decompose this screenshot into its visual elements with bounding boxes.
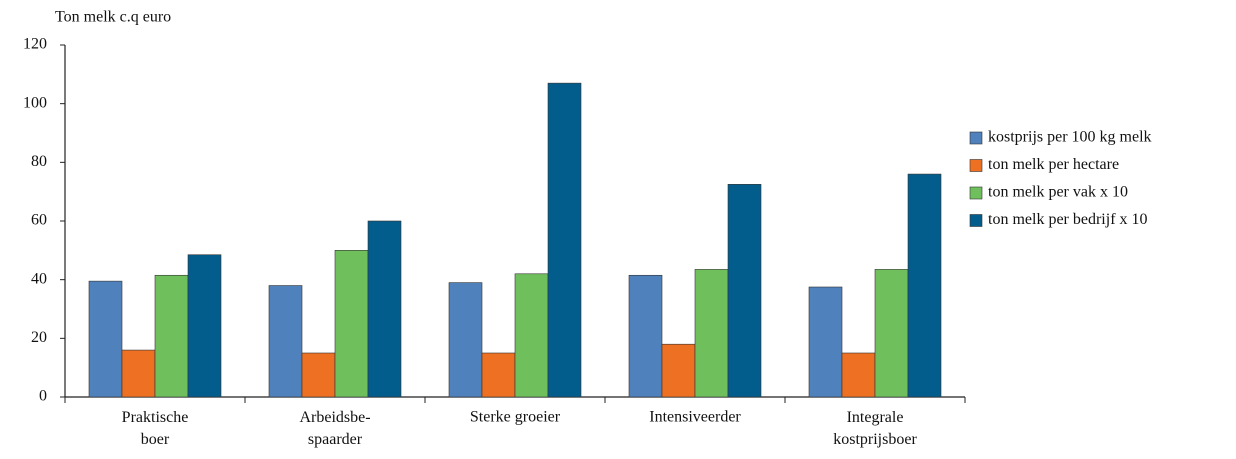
y-tick-label: 60: [31, 212, 47, 229]
x-tick-label: Intensiveerder: [649, 409, 741, 426]
bar: [547, 82, 582, 398]
bar: [334, 250, 369, 398]
bar: [481, 352, 516, 398]
bar: [88, 280, 123, 398]
y-tick-label: 80: [31, 153, 47, 170]
legend-swatch: [969, 186, 983, 200]
bar: [187, 254, 222, 398]
y-tick-label: 20: [31, 329, 47, 346]
bar: [367, 220, 402, 398]
y-tick-label: 0: [39, 388, 47, 405]
bar: [808, 286, 843, 398]
bar: [301, 352, 336, 398]
bar: [268, 285, 303, 398]
legend-swatch: [969, 214, 983, 227]
legend-label: ton melk per hectare: [988, 156, 1119, 173]
bar: [121, 349, 156, 398]
y-tick-label: 100: [23, 94, 47, 111]
x-tick-label: Arbeidsbe-spaarder: [299, 409, 370, 448]
y-tick-label: 40: [31, 270, 47, 287]
x-tick-label: Praktische boer: [122, 409, 189, 448]
y-tick-label: 120: [23, 36, 47, 53]
legend-swatch: [969, 131, 983, 145]
chart-title: Ton melk c.q euro: [55, 9, 171, 26]
legend-label: ton melk per bedrijf x 10: [988, 211, 1148, 228]
bar: [154, 274, 189, 398]
legend-label: ton melk per vak x 10: [988, 184, 1128, 201]
legend-swatch: [969, 159, 983, 172]
bar: [907, 173, 942, 398]
bar: [727, 184, 762, 398]
x-tick-label: Sterke groeier: [470, 409, 561, 426]
bar: [694, 269, 729, 398]
bar: [841, 352, 876, 398]
bar: [514, 273, 549, 398]
bar: [874, 269, 909, 398]
bar: [661, 343, 696, 398]
x-tick-label: Integrale kostprijsboer: [833, 409, 917, 448]
legend-label: kostprijs per 100 kg melk: [988, 129, 1152, 146]
bar: [628, 274, 663, 398]
bar: [448, 282, 483, 398]
